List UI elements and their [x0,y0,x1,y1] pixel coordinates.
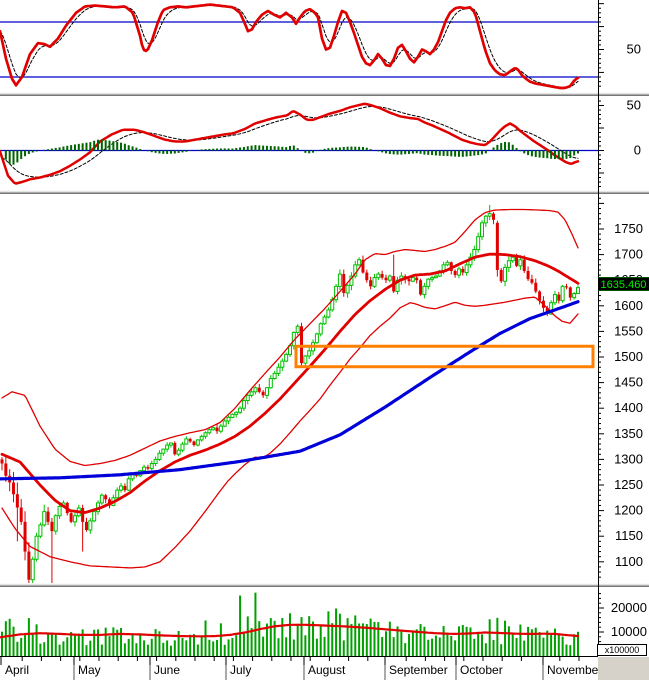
axis-tick-label: 1700 [614,247,643,262]
candlestick-series [0,204,580,587]
axis-tick-label: 1300 [614,451,643,466]
month-label: July [230,663,251,677]
axis-tick-label: 1450 [614,375,643,390]
last-price-badge: 1635.460 [598,277,649,291]
x-axis: April May June July August September October No… [0,656,599,680]
axis-tick-label: 1350 [614,426,643,441]
month-label: June [154,663,180,677]
axis-tick-label: 50 [627,98,641,113]
axis-tick-label: 1500 [614,349,643,364]
axis-tick-label: 1150 [615,528,643,543]
axis-tick-label: 10000 [611,624,647,639]
axis-tick-label: 0 [634,143,641,158]
month-label: September [389,663,448,677]
macd-histogram [4,139,579,165]
stochastic-panel [0,3,598,90]
month-label: October [460,663,503,677]
volume-bars [1,592,579,656]
support-zone-box [294,344,595,369]
axis-tick-label: 1750 [614,221,643,236]
month-label: May [78,663,101,677]
axis-tick-label: 1250 [614,477,643,492]
month-label: August [308,663,346,677]
axis-corner-filler [598,657,649,680]
axis-tick-label: 20000 [611,600,647,615]
axis-tick-label: 1200 [614,503,643,518]
axis-tick-label: 1100 [615,554,643,569]
axis-tick-label: 1550 [614,323,643,338]
bollinger-bands [0,208,580,569]
volume-multiplier-label: x100000 [597,644,647,656]
axis-tick-label: 1600 [614,298,643,313]
volume-ma-line [0,623,580,639]
month-label: April [5,663,29,677]
long-ma-line [0,300,580,481]
axis-tick-label: 50 [627,42,641,57]
right-axis: 5050017501700165016001550150014501400135… [598,0,647,656]
axis-tick-label: 1400 [614,400,643,415]
month-label: Novembe [547,663,599,677]
